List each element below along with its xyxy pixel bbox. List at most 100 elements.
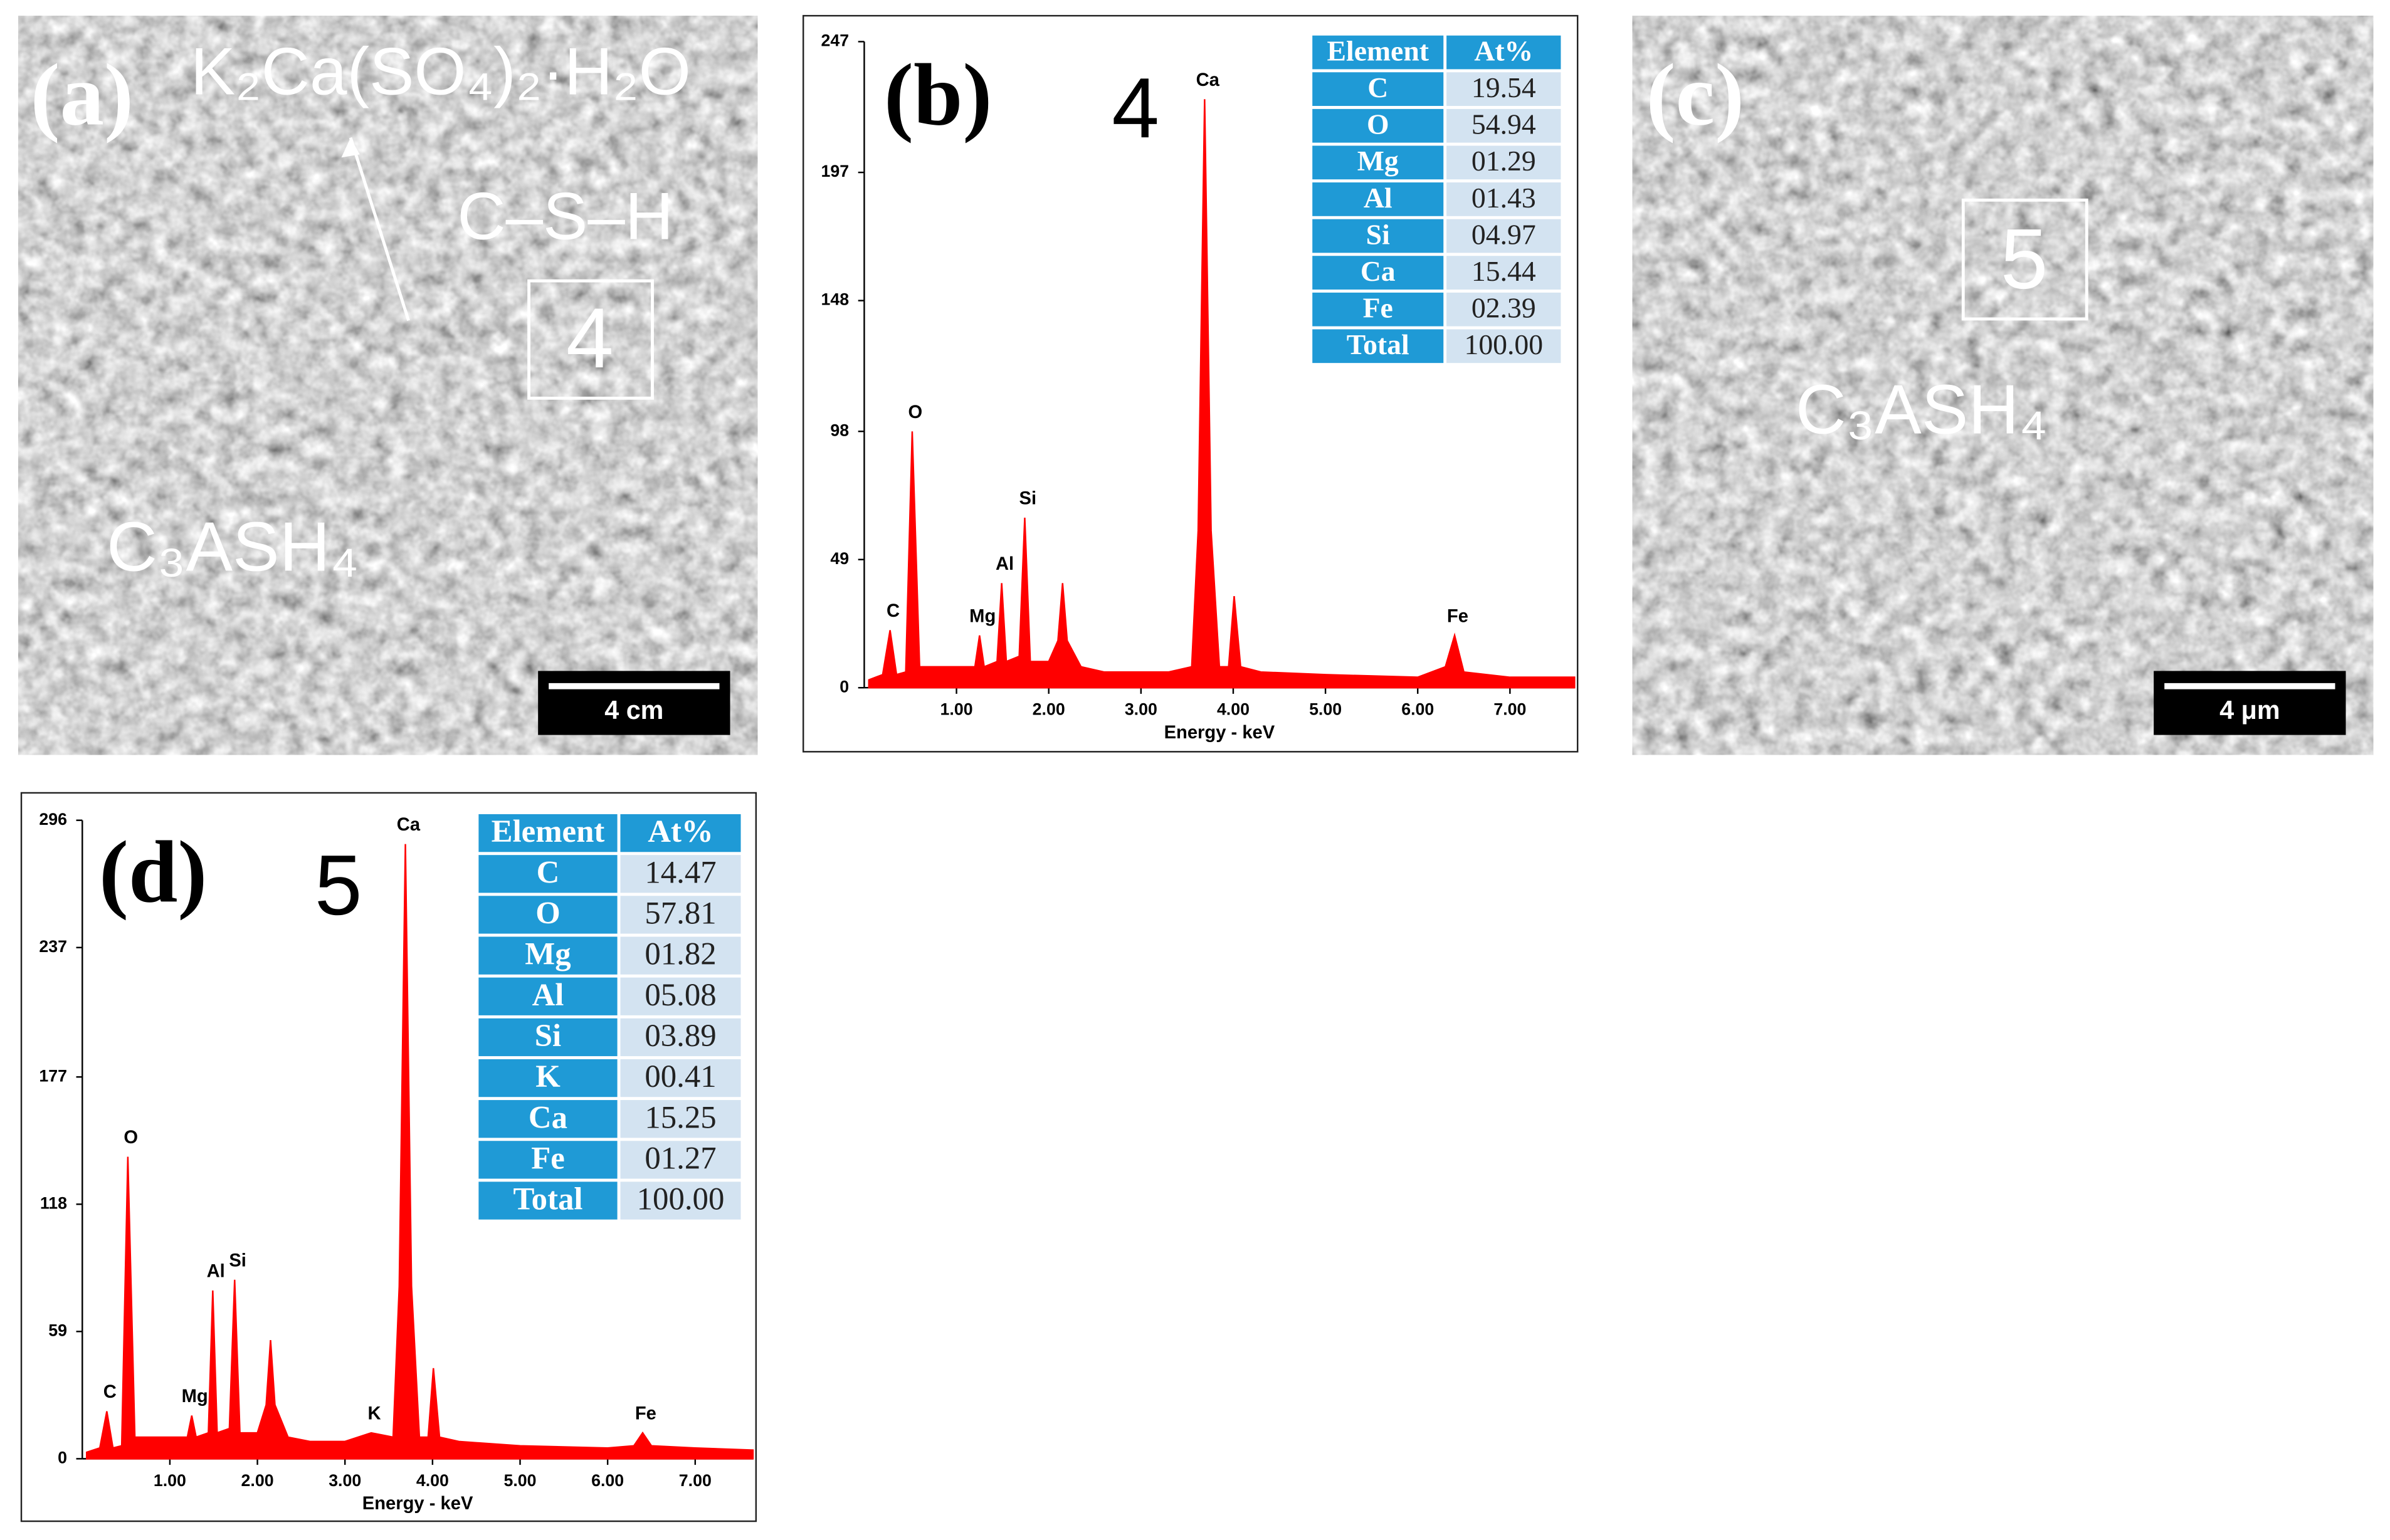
- table-cell: [1312, 256, 1444, 290]
- table-text: K: [535, 1059, 561, 1094]
- x-tick-label: 3.00: [1125, 700, 1157, 719]
- table-text: Si: [535, 1018, 561, 1053]
- table-text: 19.54: [1471, 71, 1536, 103]
- table-text: C: [1367, 71, 1388, 103]
- table-text: Mg: [1357, 145, 1399, 177]
- panel-letter: (d): [99, 823, 207, 921]
- table-cell: [1446, 256, 1561, 290]
- table-text: Ca: [529, 1099, 567, 1134]
- table-cell: [478, 936, 618, 975]
- spectrum: [868, 99, 1576, 689]
- table-text: Fe: [531, 1140, 565, 1175]
- panel-letter: (c): [1646, 46, 1745, 144]
- y-tick-label: 177: [39, 1066, 67, 1085]
- table-text: 01.43: [1471, 182, 1536, 214]
- y-tick-label: 118: [40, 1193, 67, 1212]
- table-text: Total: [1347, 328, 1409, 360]
- peak-label: O: [124, 1128, 138, 1148]
- table-text: 04.97: [1471, 218, 1536, 250]
- table-text: 00.41: [645, 1059, 716, 1094]
- peak-label: Mg: [182, 1386, 208, 1406]
- spot-label: 4: [566, 290, 614, 385]
- arrow-head: [341, 137, 360, 158]
- x-tick-label: 2.00: [1033, 700, 1065, 719]
- table-cell: [1312, 35, 1444, 70]
- table-cell: [478, 896, 618, 934]
- table-text: 54.94: [1471, 108, 1536, 140]
- table-text: Total: [513, 1181, 582, 1217]
- panel-letter: (a): [31, 46, 134, 144]
- peak-label: C: [103, 1382, 117, 1402]
- table-cell: [1312, 72, 1444, 107]
- y-tick-label: 0: [58, 1448, 67, 1467]
- phase-label: C₃ASH₄: [1796, 370, 2048, 449]
- x-tick-label: 1.00: [154, 1471, 186, 1490]
- x-tick-label: 5.00: [503, 1471, 536, 1490]
- table-text: Si: [1366, 218, 1390, 250]
- table-cell: [478, 1018, 618, 1057]
- scale-bar-label: 4 cm: [604, 696, 663, 725]
- table-text: 03.89: [645, 1018, 716, 1053]
- table-text: 100.00: [637, 1181, 725, 1217]
- x-tick-label: 1.00: [940, 700, 973, 719]
- spectrum-panel: 0 59 118 177 237 296 1.00 2.00 3.00 4.00 5.00 6.00 7…: [20, 792, 757, 1522]
- table-cell: [620, 1018, 741, 1057]
- spot-label: 4: [1112, 60, 1159, 155]
- peak-label: Si: [1019, 488, 1037, 508]
- phase-label: K₂Ca(SO₄)₂·H₂O: [191, 34, 691, 109]
- table-text: O: [1367, 108, 1389, 140]
- x-tick-label: 4.00: [416, 1471, 449, 1490]
- table-cell: [620, 977, 741, 1015]
- phase-label: C–S–H: [457, 179, 673, 254]
- x-tick-label: 6.00: [591, 1471, 624, 1490]
- table-cell: [1446, 72, 1561, 107]
- panel-letter: (b): [884, 46, 992, 144]
- table-cell: [1446, 35, 1561, 70]
- table-cell: [620, 1059, 741, 1097]
- table-text: O: [535, 896, 561, 931]
- table-cell: [620, 855, 741, 893]
- x-tick-label: 6.00: [1401, 700, 1434, 719]
- scale-bar-bg: [538, 671, 730, 735]
- table-cell: [620, 1141, 741, 1179]
- sem-image-c: (c) 5 C₃ASH₄ 4 μm: [1632, 16, 2374, 755]
- peak-label: O: [908, 402, 922, 422]
- y-tick-label: 237: [39, 937, 67, 956]
- table-text: 14.47: [645, 854, 716, 889]
- table-cell: [1446, 292, 1561, 327]
- table-text: Mg: [525, 936, 571, 972]
- y-tick-label: 59: [48, 1321, 67, 1339]
- y-tick-label: 148: [821, 290, 850, 309]
- table-text: 02.39: [1471, 292, 1536, 324]
- table-cell: [1312, 108, 1444, 143]
- table-cell: [478, 855, 618, 893]
- table-text: At%: [1474, 34, 1533, 66]
- table-cell: [1446, 145, 1561, 180]
- table-text: 01.27: [645, 1140, 716, 1175]
- table-cell: [620, 896, 741, 934]
- table-text: 100.00: [1464, 328, 1543, 360]
- table-text: 57.81: [645, 896, 716, 931]
- sem-image-a: (a) K₂Ca(SO₄)₂·H₂O C–S–H 4 C₃ASH₄ 4 cm: [18, 16, 758, 755]
- table-cell: [1312, 145, 1444, 180]
- spot-box: [527, 279, 654, 400]
- x-axis-label: Energy - keV: [362, 1494, 473, 1514]
- peak-label: C: [887, 601, 900, 621]
- x-tick-label: 7.00: [1493, 700, 1526, 719]
- peak-label: Fe: [1447, 606, 1468, 626]
- table-cell: [1312, 329, 1444, 364]
- table-text: Element: [1327, 34, 1429, 66]
- table-cell: [620, 814, 741, 852]
- spot-label: 5: [315, 837, 362, 933]
- table-cell: [1446, 182, 1561, 216]
- spot-box: [1961, 198, 2088, 321]
- table-text: 15.44: [1471, 255, 1536, 287]
- spectrum-panel: 0 49 98 148 197 247 1.00 2.00 3.00 4.00 5.00 6.00 7.…: [802, 14, 1579, 753]
- spectrum: [86, 844, 754, 1460]
- y-tick-label: 197: [821, 162, 850, 181]
- table-text: At%: [648, 814, 713, 849]
- table-text: Al: [532, 977, 564, 1012]
- table-cell: [478, 1181, 618, 1220]
- table-cell: [1312, 292, 1444, 327]
